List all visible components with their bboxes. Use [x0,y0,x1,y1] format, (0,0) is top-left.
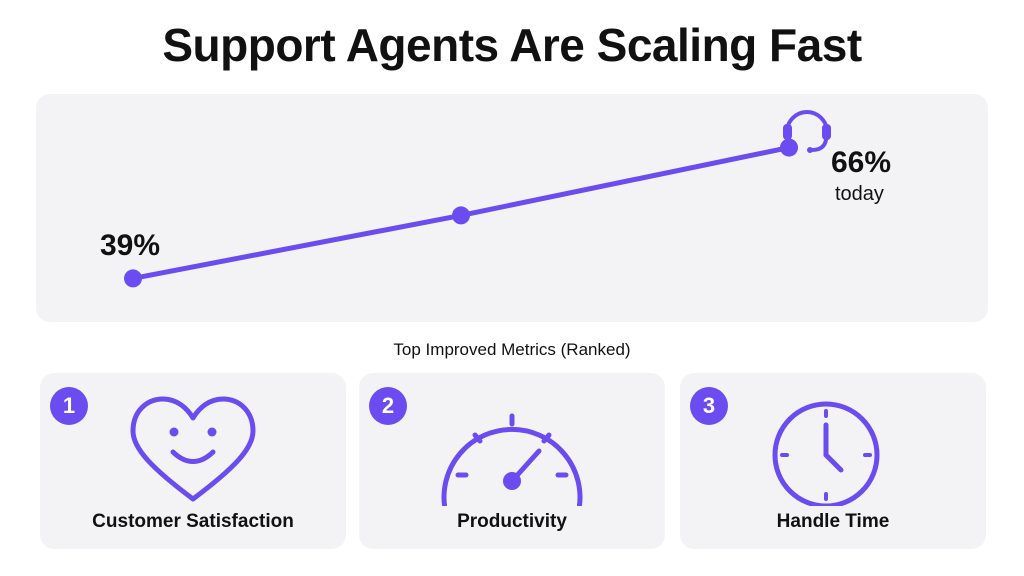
metric-card-customer-satisfaction: 1 Customer Satisfaction [40,373,346,549]
metric-label: Handle Time [776,511,890,532]
rank-badge: 3 [690,387,728,425]
chart-panel: 39% 66% today [36,94,988,322]
metric-label: Customer Satisfaction [92,511,294,532]
metric-label: Productivity [457,511,567,532]
data-label-end: 66% [831,145,892,179]
rank-badge: 2 [369,387,407,425]
speedometer-icon [441,413,583,506]
page-title: Support Agents Are Scaling Fast [162,19,862,71]
metric-card-handle-time: 3 Handle Time [680,373,986,549]
headset-icon [783,110,831,153]
data-point-1 [452,206,470,225]
data-label-end-sub: today [835,182,884,205]
data-point-2 [780,138,798,157]
metric-card-productivity: 2 Productivity [359,373,665,549]
data-point-0 [124,269,142,288]
data-label-start: 39% [100,229,161,263]
rank-badge: 1 [50,387,88,425]
line-chart [124,110,831,288]
clock-icon [772,401,880,506]
metrics-heading: Top Improved Metrics (Ranked) [393,340,631,359]
smiling-heart-icon [130,396,256,502]
